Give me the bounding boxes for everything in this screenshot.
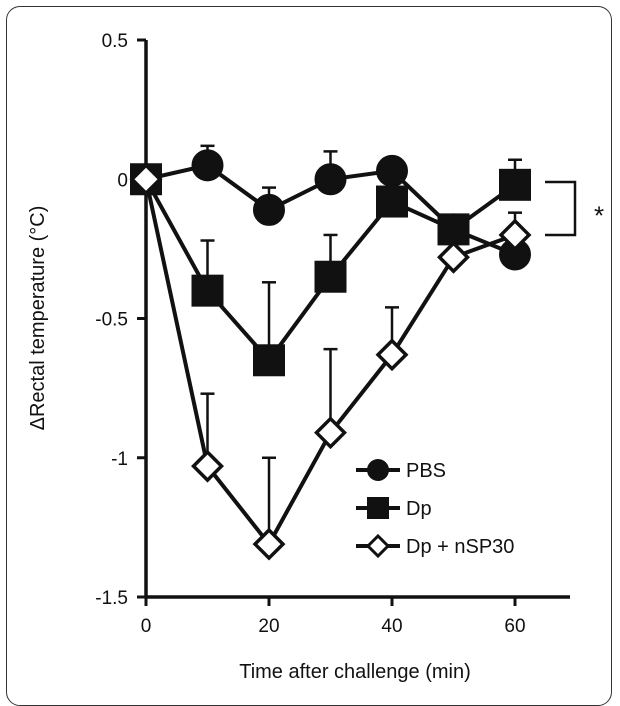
x-tick-label: 60 <box>504 616 525 637</box>
data-point-dp-nsp30 <box>191 449 224 483</box>
y-tick-label: -1 <box>111 449 128 470</box>
data-point-dp-nsp30 <box>314 416 347 450</box>
data-point-dp <box>499 168 531 201</box>
data-point-dp <box>437 213 470 246</box>
data-point-dp <box>253 344 285 377</box>
error-bars <box>200 144 522 545</box>
data-point-dp-nsp30 <box>437 240 470 274</box>
y-tick-label: -0.5 <box>95 310 128 331</box>
data-point-pbs <box>376 154 408 187</box>
y-axis-title: ΔRectal temperature (°C) <box>27 206 49 431</box>
significance-label: * <box>594 200 604 230</box>
data-point-dp-nsp30 <box>252 527 286 561</box>
x-tick-label: 0 <box>141 616 152 637</box>
data-point-dp <box>314 260 347 293</box>
legend-label-dp-nsp30: Dp + nSP30 <box>406 536 514 558</box>
y-tick-label: 0 <box>117 170 128 191</box>
significance-bracket <box>545 180 577 237</box>
data-point-dp-nsp30 <box>129 162 163 196</box>
y-tick-label: 0.5 <box>102 31 128 52</box>
legend-marker-dp-nsp30 <box>365 533 391 559</box>
annotations: * <box>545 180 604 237</box>
axes: 0.5 0 -0.5 -1 -1.5 0 20 40 60 <box>95 31 570 637</box>
data-point-dp <box>376 185 408 218</box>
data-point-dp <box>191 274 224 307</box>
legend-label-dp: Dp <box>406 498 432 520</box>
legend-marker-pbs <box>367 459 389 481</box>
x-tick-label: 40 <box>381 616 402 637</box>
y-tick-label: -1.5 <box>95 588 128 609</box>
data-point-pbs <box>314 163 347 196</box>
data-point-dp-nsp30 <box>498 218 532 252</box>
data-point-pbs <box>253 193 285 226</box>
legend-label-pbs: PBS <box>406 460 446 482</box>
series-markers <box>129 149 532 561</box>
legend: PBS Dp Dp + nSP30 <box>356 459 514 559</box>
x-tick-label: 20 <box>258 616 279 637</box>
data-point-pbs <box>191 149 224 182</box>
legend-marker-dp <box>367 497 389 519</box>
x-axis-title: Time after challenge (min) <box>239 661 471 683</box>
data-point-dp-nsp30 <box>375 338 409 372</box>
